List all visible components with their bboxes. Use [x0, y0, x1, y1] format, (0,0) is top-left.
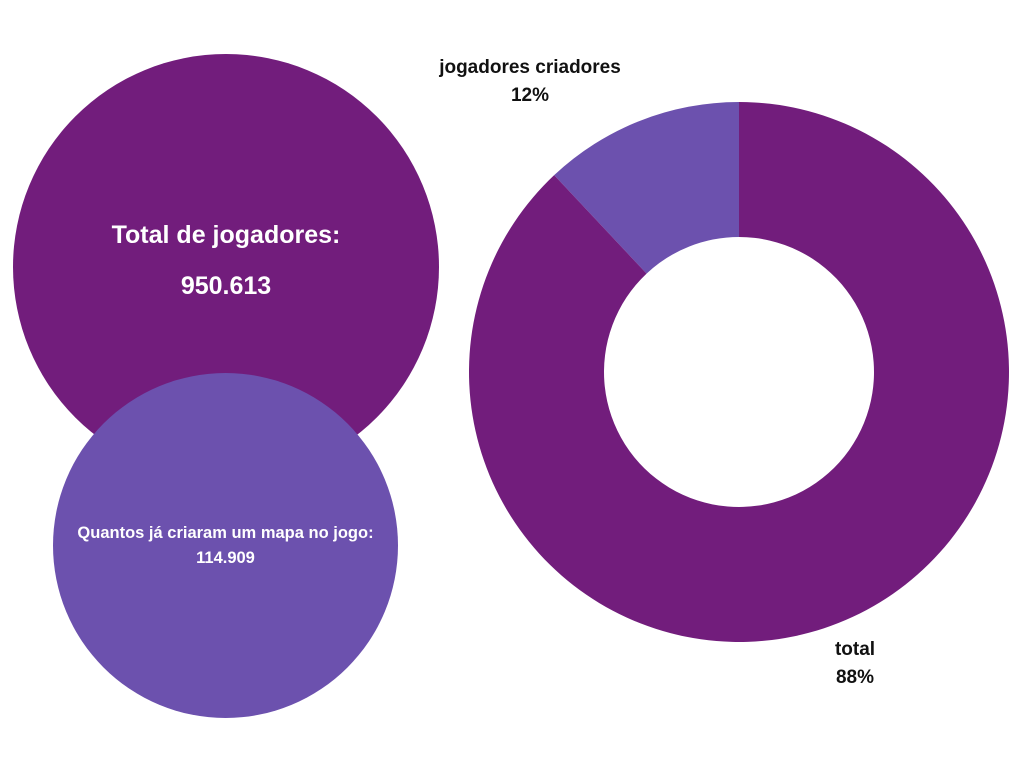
slice-name-total: total	[834, 639, 876, 660]
map-creators-value: 114.909	[196, 548, 255, 567]
map-creators-label: Quantos já criaram um mapa no jogo:	[77, 523, 374, 542]
donut-slices	[469, 102, 1009, 642]
map-creators-bubble: Quantos já criaram um mapa no jogo: 114.…	[53, 373, 398, 718]
donut-slice-total	[469, 102, 1009, 642]
total-players-label: Total de jogadores:	[111, 221, 341, 249]
slice-label-total: total 88%	[795, 636, 915, 692]
slice-percent-total: 88%	[835, 667, 875, 688]
slice-percent-creators: 12%	[510, 85, 550, 106]
total-players-value: 950.613	[180, 272, 272, 300]
slice-label-creators: jogadores criadores 12%	[420, 54, 640, 110]
slice-name-creators: jogadores criadores	[439, 57, 621, 78]
donut-slice-creators	[554, 102, 739, 274]
